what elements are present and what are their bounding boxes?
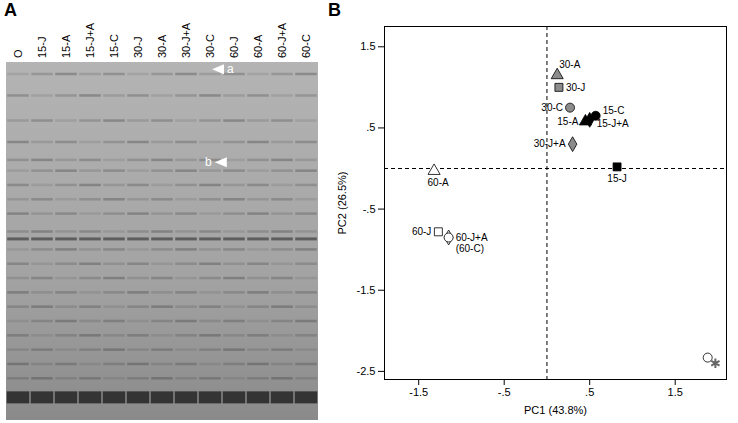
svg-text:-1.5: -1.5 bbox=[409, 386, 428, 398]
svg-text:60-A: 60-A bbox=[252, 34, 264, 58]
svg-text:.5: .5 bbox=[585, 386, 594, 398]
svg-text:b: b bbox=[205, 155, 212, 169]
svg-text:-1.5: -1.5 bbox=[357, 284, 376, 296]
svg-text:30-A: 30-A bbox=[559, 59, 580, 70]
svg-text:1.5: 1.5 bbox=[360, 40, 375, 52]
svg-text:15-A: 15-A bbox=[557, 116, 578, 127]
svg-text:15-J+A: 15-J+A bbox=[84, 22, 96, 58]
svg-text:.5: .5 bbox=[366, 121, 375, 133]
svg-text:15-A: 15-A bbox=[60, 34, 72, 58]
svg-text:60-C: 60-C bbox=[300, 34, 312, 58]
svg-text:A: A bbox=[4, 0, 17, 20]
svg-text:15-J: 15-J bbox=[607, 173, 626, 184]
svg-text:O: O bbox=[12, 49, 24, 58]
svg-text:15-J: 15-J bbox=[36, 37, 48, 58]
svg-text:30-J+A: 30-J+A bbox=[180, 22, 192, 58]
svg-text:60-A: 60-A bbox=[428, 177, 449, 188]
svg-text:15-J+A: 15-J+A bbox=[597, 118, 629, 129]
svg-text:60-J: 60-J bbox=[228, 37, 240, 58]
svg-text:PC2 (26.5%): PC2 (26.5%) bbox=[336, 172, 348, 235]
svg-text:-.5: -.5 bbox=[498, 386, 511, 398]
svg-text:-.5: -.5 bbox=[363, 203, 376, 215]
svg-text:60-J: 60-J bbox=[412, 226, 431, 237]
svg-text:30-J: 30-J bbox=[132, 37, 144, 58]
svg-text:(60-C): (60-C) bbox=[456, 243, 484, 254]
svg-text:60-J+A: 60-J+A bbox=[456, 232, 488, 243]
svg-text:30-C: 30-C bbox=[204, 34, 216, 58]
svg-text:PC1 (43.8%): PC1 (43.8%) bbox=[524, 404, 587, 416]
svg-text:30-C: 30-C bbox=[541, 102, 563, 113]
svg-text:15-C: 15-C bbox=[108, 34, 120, 58]
svg-text:30-J+A: 30-J+A bbox=[534, 138, 566, 149]
svg-text:60-J+A: 60-J+A bbox=[276, 22, 288, 58]
svg-text:-2.5: -2.5 bbox=[357, 365, 376, 377]
html-text:B: B bbox=[328, 0, 341, 20]
svg-text:a: a bbox=[227, 62, 234, 76]
svg-text:1.5: 1.5 bbox=[668, 386, 683, 398]
svg-text:30-J: 30-J bbox=[566, 82, 585, 93]
svg-text:15-C: 15-C bbox=[603, 105, 625, 116]
svg-text:30-A: 30-A bbox=[156, 34, 168, 58]
